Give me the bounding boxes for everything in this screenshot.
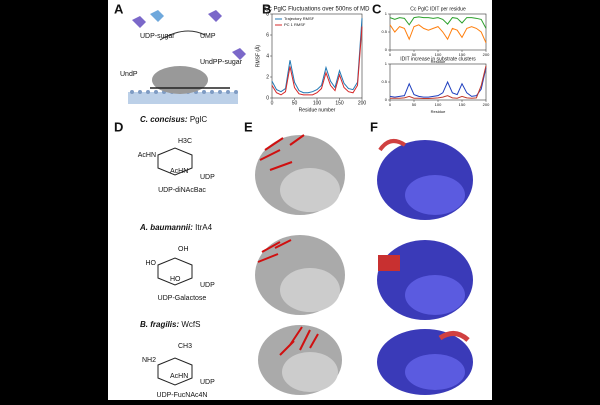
- schematic-label: UndP: [120, 71, 138, 78]
- species-title: C. concisus: PglC: [140, 115, 207, 124]
- atom-label: CH3: [178, 343, 192, 350]
- y-tick-label: 0.5: [381, 79, 387, 84]
- panel-label: A: [114, 1, 124, 16]
- atom-label: AcHN: [170, 168, 188, 175]
- species-title: B. fragilis: WcfS: [140, 320, 200, 329]
- atom-label: HO: [170, 276, 181, 283]
- atom-label: HO: [146, 260, 157, 267]
- data-line: [389, 24, 487, 44]
- atom-label: AcHN: [170, 373, 188, 380]
- enzyme: PglC: [190, 115, 208, 124]
- y-tick-label: 6: [266, 32, 269, 38]
- panel-label: B: [262, 1, 271, 16]
- atom-label: AcHN: [138, 152, 156, 159]
- atom-label: NH2: [142, 357, 156, 364]
- protein-gray: [255, 134, 345, 395]
- y-tick-label: 0: [385, 47, 388, 52]
- sugar-rings: [157, 147, 193, 386]
- atom-label: UDP: [200, 174, 215, 181]
- data-line: [389, 16, 487, 29]
- data-line: [271, 26, 363, 96]
- enzyme: ItrA4: [195, 223, 212, 232]
- atom-label: OH: [178, 246, 189, 253]
- y-tick-label: 1: [385, 61, 388, 66]
- x-tick-label: 50: [292, 100, 298, 106]
- y-tick-label: 2: [266, 74, 269, 80]
- x-tick-label: 100: [313, 100, 322, 106]
- substrate-name: UDP-FucNAc4N: [157, 392, 208, 399]
- organism: C. concisus:: [140, 115, 188, 124]
- x-tick-label: 50: [412, 102, 417, 107]
- x-tick-label: 200: [483, 102, 490, 107]
- data-line: [389, 67, 487, 98]
- x-axis-label: Residue number: [299, 107, 336, 113]
- substrate-name: UDP-Galactose: [158, 295, 207, 302]
- schematic-label: UMP: [200, 33, 216, 40]
- panel-label: E: [244, 119, 253, 134]
- y-tick-label: 0: [266, 95, 269, 101]
- x-tick-label: 200: [483, 52, 490, 57]
- organism: A. baumannii:: [139, 223, 193, 232]
- atom-label: UDP: [200, 379, 215, 386]
- y-tick-label: 4: [266, 53, 269, 59]
- membrane-schematic: [128, 10, 246, 104]
- schematic-label: UndPP-sugar: [200, 59, 243, 66]
- x-tick-label: 150: [335, 100, 344, 106]
- x-tick-label: 100: [435, 52, 442, 57]
- y-tick-label: 0.5: [381, 29, 387, 34]
- x-tick-label: 150: [459, 102, 466, 107]
- panel-label: D: [114, 119, 123, 134]
- atom-label: H3C: [178, 138, 192, 145]
- data-line: [390, 65, 487, 100]
- schematic-label: UDP-sugar: [140, 33, 175, 40]
- chart-title: Cc PglC IDIT per residue: [410, 6, 466, 12]
- enzyme: WcfS: [181, 320, 200, 329]
- x-tick-label: 0: [389, 52, 392, 57]
- data-line: [271, 18, 363, 94]
- y-axis-label: RMSF (Å): [254, 45, 261, 68]
- species-title: A. baumannii: ItrA4: [139, 223, 213, 232]
- atom-label: UDP: [200, 282, 215, 289]
- y-tick-label: 8: [266, 11, 269, 17]
- substrate-name: UDP-diNAcBac: [158, 187, 206, 194]
- x-axis-label: Residue: [431, 109, 446, 114]
- y-tick-label: 0: [385, 97, 388, 102]
- x-axis-label: Residue: [431, 59, 446, 64]
- x-tick-label: 50: [412, 52, 417, 57]
- y-tick-label: 1: [385, 11, 388, 16]
- organism: B. fragilis:: [140, 320, 179, 329]
- panel-label: F: [370, 119, 378, 134]
- x-tick-label: 100: [435, 102, 442, 107]
- chart-title: IDIT increase in substrate clusters: [400, 56, 476, 62]
- panel-label: C: [372, 1, 382, 16]
- x-tick-label: 200: [358, 100, 367, 106]
- legend-label: PC 1 RMSF: [284, 22, 306, 27]
- legend-label: Trajectory RMSF: [284, 16, 315, 21]
- protein-blue: [377, 139, 473, 395]
- chart-title: Cc PglC Fluctuations over 500ns of MD: [264, 7, 370, 13]
- x-tick-label: 150: [459, 52, 466, 57]
- x-tick-label: 0: [389, 102, 392, 107]
- x-tick-label: 0: [271, 100, 274, 106]
